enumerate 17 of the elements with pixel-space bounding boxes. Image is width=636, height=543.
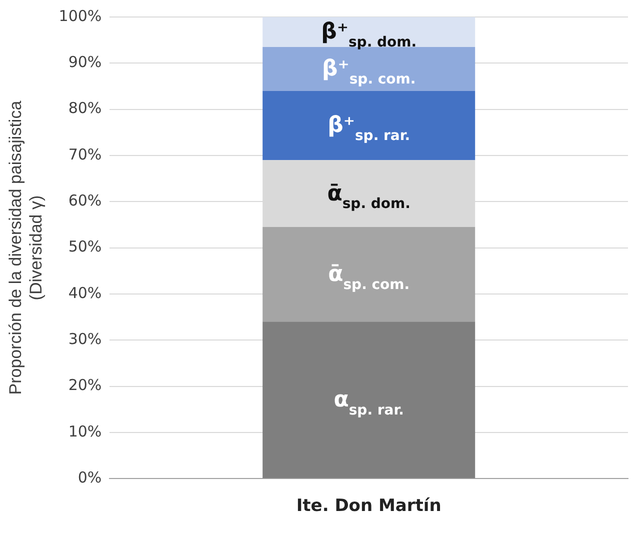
bar <box>262 227 476 322</box>
x-tick-label: Ite. Don Martín <box>296 496 442 516</box>
y-tick-label: 60% <box>68 192 102 210</box>
bar <box>262 322 476 478</box>
y-axis-title: Proporción de la diversidad paisajistica (Diversidad γ) <box>6 100 46 395</box>
y-tick-label: 0% <box>78 468 102 486</box>
y-tick-label: 50% <box>68 238 102 256</box>
y-tick-label: 40% <box>68 284 102 302</box>
y-tick-label: 100% <box>58 6 102 25</box>
bar <box>262 90 476 160</box>
y-tick-label: 20% <box>68 376 102 394</box>
y-tick-label: 70% <box>68 145 102 164</box>
y-tick-label: 90% <box>68 53 102 72</box>
y-tick-label: 30% <box>68 330 102 348</box>
y-tick-label: 10% <box>68 422 102 440</box>
y-tick-label: 80% <box>68 99 102 118</box>
bar <box>262 17 476 48</box>
